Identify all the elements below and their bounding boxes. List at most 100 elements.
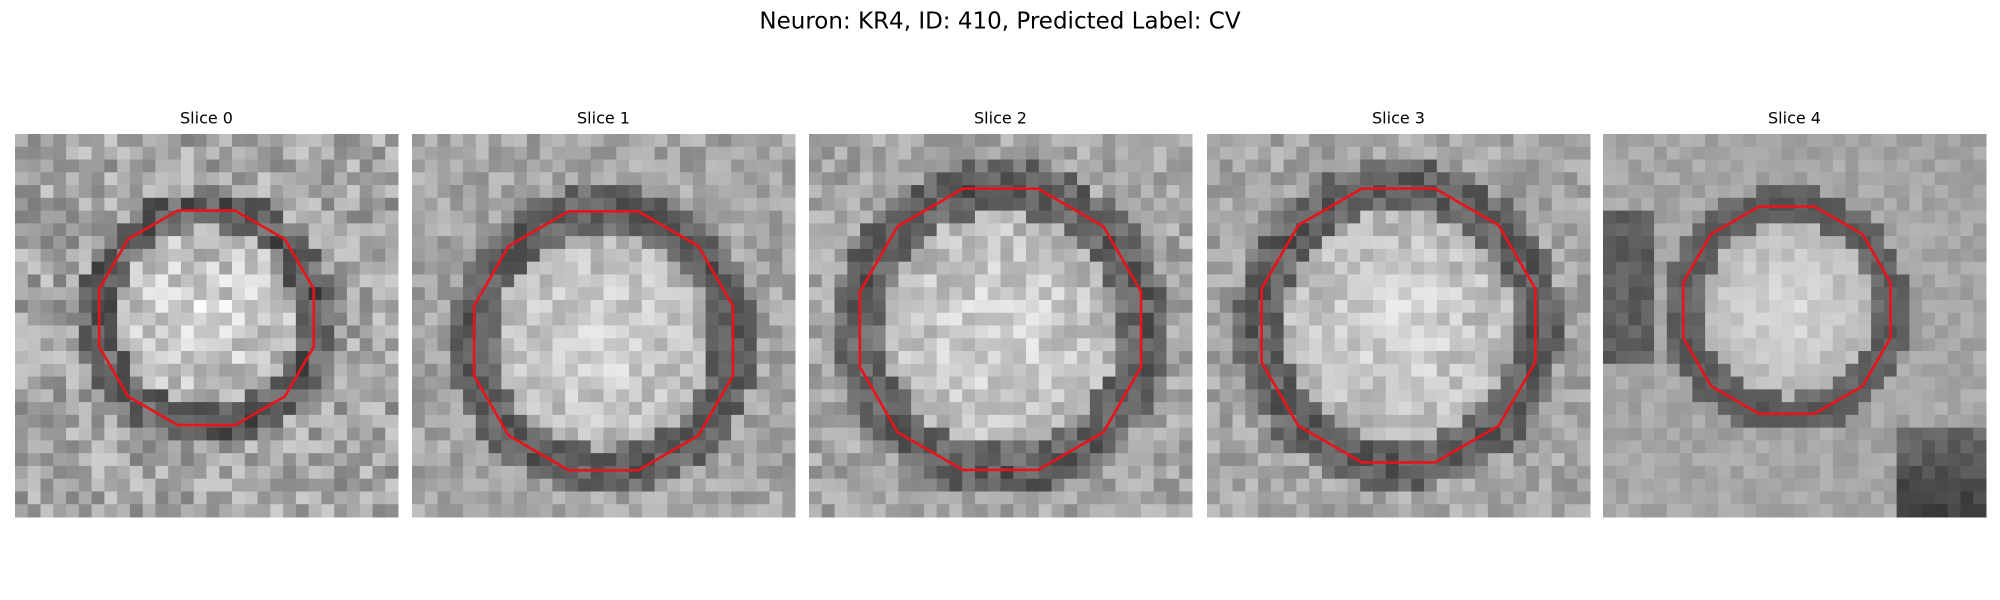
pixel [1960,440,1974,454]
pixel [847,134,861,148]
pixel [1551,248,1565,263]
pixel [1245,146,1259,161]
pixel [1679,363,1693,378]
pixel [1296,338,1310,352]
pixel [923,274,938,288]
pixel [1064,338,1078,352]
pixel [1832,440,1847,454]
pixel [1372,491,1387,505]
pixel [1807,172,1821,186]
pixel [1820,197,1834,212]
pixel [308,478,322,492]
pixel [809,223,823,237]
pixel [219,312,233,326]
pixel [1207,440,1221,454]
pixel [923,504,938,518]
pixel [718,478,732,492]
pixel [847,248,861,263]
pixel [590,363,604,378]
pixel [346,197,361,212]
pixel [1871,299,1885,314]
pixel [1858,427,1872,441]
pixel [743,172,758,186]
pixel [1462,274,1476,288]
pixel [168,453,182,467]
pixel [1934,427,1949,441]
pixel [1973,261,1987,275]
pixel [756,389,770,403]
pixel [412,274,426,288]
pixel [911,185,925,199]
pixel [412,299,426,314]
pixel [1064,185,1078,199]
pixel [616,134,630,148]
pixel [514,312,528,326]
pixel [257,478,271,492]
pixel [1526,210,1540,224]
pixel [1781,248,1795,263]
pixel [1487,248,1502,263]
pixel [590,223,604,237]
pixel [962,159,976,173]
pixel [565,351,579,365]
pixel [680,427,694,441]
pixel [1487,159,1502,173]
pixel [1551,351,1565,365]
pixel [1385,427,1399,441]
pixel [424,159,439,173]
pixel [155,440,169,454]
pixel [552,376,566,390]
pixel [1603,478,1617,492]
pixel [257,351,271,365]
pixel [219,248,233,263]
pixel [821,376,836,390]
pixel [1730,338,1744,352]
pixel [1934,440,1949,454]
pixel [860,338,874,352]
pixel [782,440,796,454]
pixel [308,376,322,390]
pixel [1232,325,1246,339]
pixel [782,172,796,186]
pixel [654,274,668,288]
pixel [1551,312,1565,326]
pixel [1232,376,1246,390]
pixel [1153,338,1167,352]
pixel [27,440,42,454]
pixel [1179,389,1193,403]
pixel [705,197,719,212]
pixel [1475,440,1489,454]
pixel [129,414,144,429]
pixel [705,299,719,314]
pixel [885,223,899,237]
pixel [1219,236,1234,250]
pixel [1756,351,1770,365]
pixel [78,338,93,352]
pixel [1730,248,1744,263]
pixel [1628,248,1642,263]
pixel [1947,351,1961,365]
pixel [1692,414,1706,429]
pixel [1858,389,1872,403]
pixel [1947,504,1961,518]
pixel [117,274,131,288]
pixel [616,465,630,480]
pixel [552,287,566,301]
pixel [359,223,373,237]
pixel [15,414,29,429]
pixel [769,146,783,161]
pixel [834,223,848,237]
pixel [1232,414,1246,429]
pixel [1513,210,1527,224]
pixel [1807,453,1821,467]
pixel [129,210,144,224]
pixel [1794,185,1808,199]
pixel [1538,491,1553,505]
pixel [911,465,925,480]
pixel [385,504,399,518]
pixel [654,427,668,441]
pixel [488,299,502,314]
pixel [1411,453,1425,467]
pixel [1960,172,1974,186]
pixel [603,351,617,365]
